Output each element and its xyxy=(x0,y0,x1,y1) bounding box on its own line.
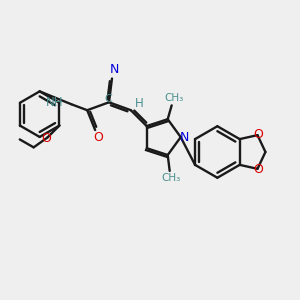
Text: H: H xyxy=(135,97,144,110)
Text: O: O xyxy=(254,128,263,141)
Text: O: O xyxy=(254,163,263,176)
Text: N: N xyxy=(180,130,189,144)
Text: NH: NH xyxy=(46,96,63,109)
Text: CH₃: CH₃ xyxy=(164,93,183,103)
Text: O: O xyxy=(93,131,103,144)
Text: C: C xyxy=(104,94,112,104)
Text: N: N xyxy=(109,63,119,76)
Text: CH₃: CH₃ xyxy=(161,173,180,183)
Text: O: O xyxy=(42,132,52,145)
